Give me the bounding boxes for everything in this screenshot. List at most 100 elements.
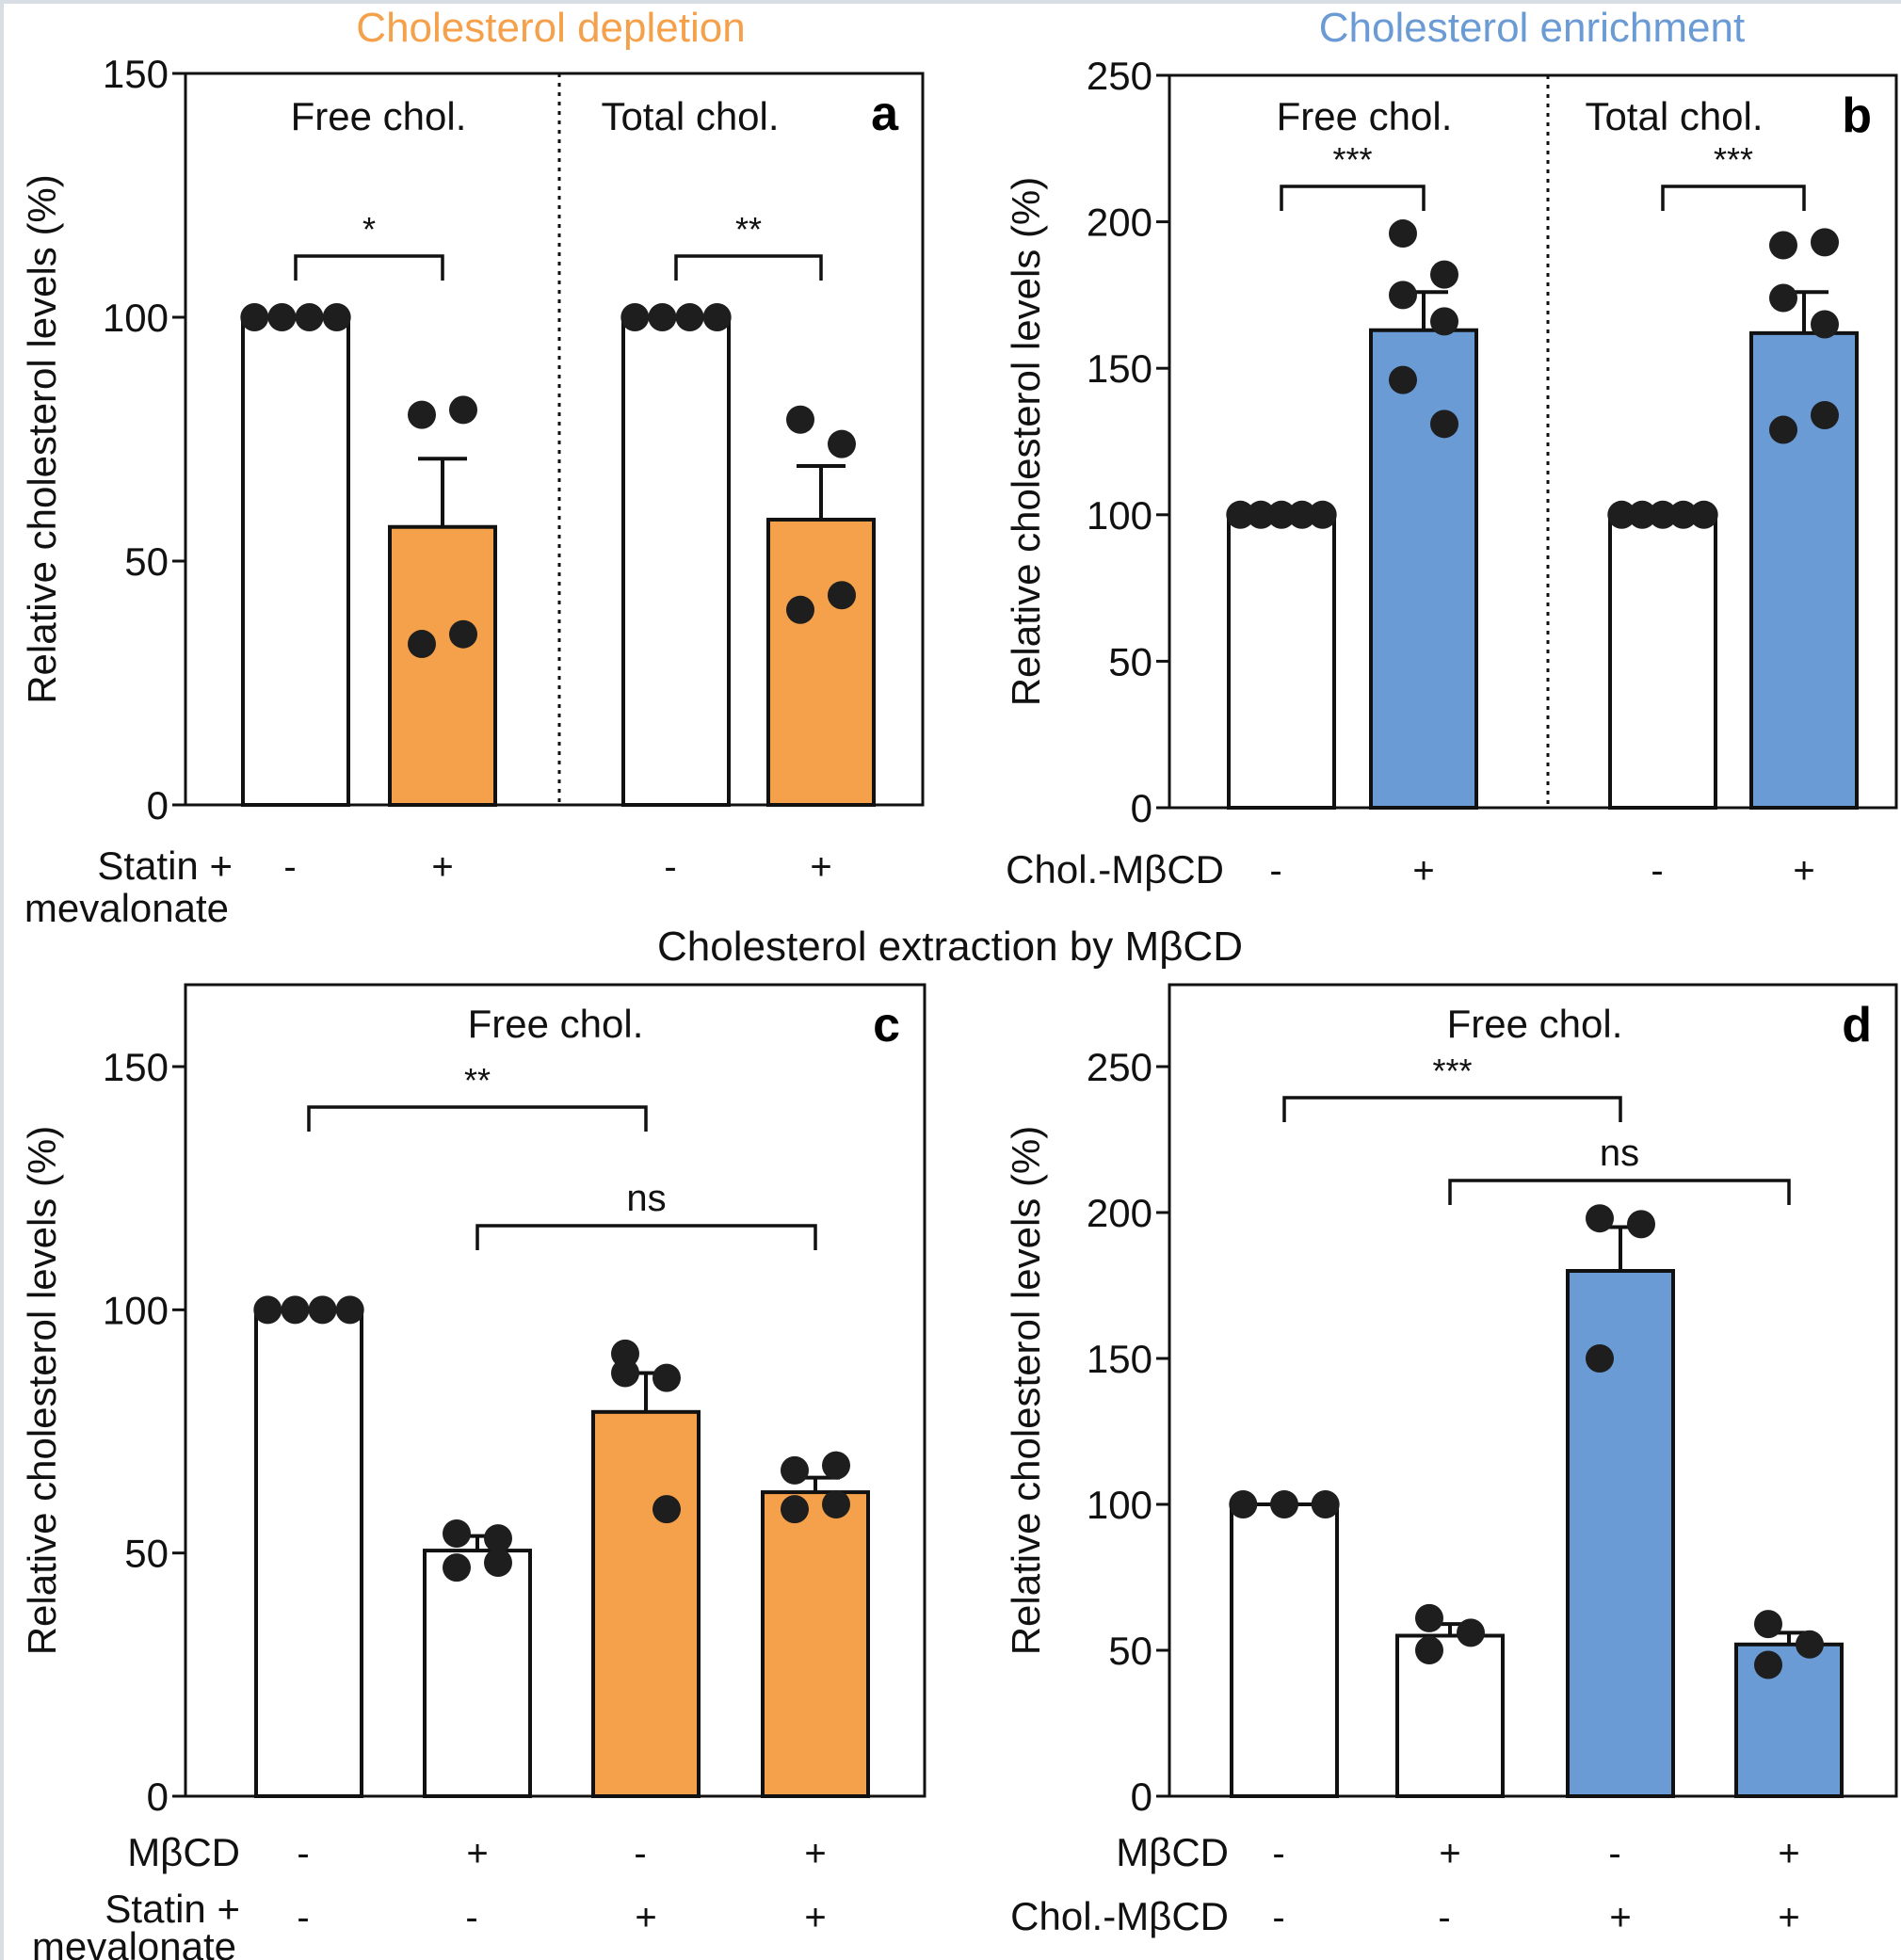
data-point <box>781 1455 809 1485</box>
data-point <box>295 303 324 331</box>
panel-a: 0 50 100 150 Relative cholesterol levels (%)… <box>20 52 925 930</box>
data-point <box>308 1295 337 1325</box>
condition-marker: + <box>1778 1833 1799 1874</box>
data-point <box>1247 500 1276 529</box>
condition-label: Statin + <box>105 1887 240 1931</box>
condition-marker: + <box>635 1897 656 1938</box>
condition-marker: - <box>664 846 676 888</box>
data-point <box>822 1490 850 1518</box>
data-point <box>1457 1618 1485 1647</box>
data-point <box>1689 500 1718 529</box>
data-point <box>1769 283 1797 313</box>
condition-marker: - <box>1269 850 1281 892</box>
y-tick-label: 0 <box>147 1775 169 1819</box>
data-point <box>1607 500 1636 529</box>
data-point <box>443 1519 471 1548</box>
data-point <box>652 1495 681 1524</box>
condition-marker: + <box>431 846 453 888</box>
significance-label: *** <box>1332 140 1372 179</box>
condition-marker: - <box>283 846 296 888</box>
data-point <box>702 303 732 331</box>
data-point <box>781 1495 809 1524</box>
y-axis-label: Relative cholesterol levels (%) <box>1004 1126 1048 1656</box>
data-point <box>1389 281 1417 310</box>
panel-letter: c <box>873 998 900 1052</box>
significance-bracket <box>475 1224 817 1250</box>
y-tick-label: 250 <box>1087 1045 1152 1089</box>
data-point <box>1308 500 1337 529</box>
data-point <box>620 303 650 331</box>
condition-label: Statin + <box>97 843 233 888</box>
significance-bracket <box>1448 1179 1791 1205</box>
condition-label: MβCD <box>1116 1830 1229 1874</box>
y-tick-label: 100 <box>103 296 169 340</box>
data-point <box>675 303 704 331</box>
significance-label: ns <box>626 1178 666 1219</box>
y-tick-label: 150 <box>1087 346 1152 391</box>
data-point <box>1229 1490 1258 1518</box>
panel-letter: a <box>871 87 899 141</box>
condition-marker: + <box>1412 850 1434 892</box>
data-point <box>253 1295 282 1325</box>
data-point <box>1430 307 1458 336</box>
data-point <box>335 1295 364 1325</box>
condition-label: MβCD <box>127 1830 240 1874</box>
panel-letter: b <box>1842 88 1872 143</box>
plot-frame <box>1168 983 1898 1798</box>
section-label: Total chol. <box>1585 94 1763 138</box>
significance-label: ** <box>464 1061 491 1100</box>
y-axis-label: Relative cholesterol levels (%) <box>1004 177 1048 707</box>
bar <box>591 1409 701 1799</box>
data-point <box>408 400 436 429</box>
condition-marker: - <box>1608 1833 1620 1874</box>
data-point <box>449 619 477 649</box>
significance-label: ns <box>1600 1133 1639 1174</box>
y-tick-label: 50 <box>124 539 169 584</box>
header-cholesterol-enrichment: Cholesterol enrichment <box>1319 5 1745 51</box>
y-tick-label: 200 <box>1087 201 1152 245</box>
condition-marker: + <box>804 1833 826 1874</box>
condition-marker: + <box>1439 1833 1460 1874</box>
bar <box>1369 328 1478 810</box>
bar <box>241 315 350 807</box>
data-point <box>1769 231 1797 260</box>
data-point <box>1628 500 1657 529</box>
condition-marker: + <box>810 846 831 888</box>
condition-marker: + <box>466 1833 488 1874</box>
bar <box>761 1490 870 1799</box>
data-point <box>1270 1490 1298 1518</box>
y-tick-label: 0 <box>1131 1775 1152 1819</box>
data-point <box>322 303 351 331</box>
bar <box>1230 1502 1339 1798</box>
plot-frame <box>184 72 925 807</box>
condition-marker: - <box>297 1833 309 1874</box>
significance-bracket <box>294 254 444 281</box>
data-point <box>1586 1344 1614 1373</box>
condition-label: Chol.-MβCD <box>1006 847 1224 892</box>
data-point <box>652 1363 681 1392</box>
section-label: Total chol. <box>601 94 779 138</box>
data-point <box>1415 1603 1443 1632</box>
y-tick-label: 150 <box>103 1045 169 1089</box>
data-point <box>1649 500 1677 529</box>
data-point <box>1415 1636 1443 1664</box>
data-point <box>1811 400 1839 429</box>
data-point <box>1811 228 1839 257</box>
data-point <box>484 1524 512 1553</box>
data-point <box>1389 219 1417 249</box>
condition-marker: + <box>804 1897 826 1938</box>
header-cholesterol-depletion: Cholesterol depletion <box>356 5 745 51</box>
y-tick-label: 50 <box>1108 1629 1152 1673</box>
data-point <box>828 581 856 610</box>
significance-label: ** <box>735 210 762 249</box>
plot-frame <box>184 983 926 1798</box>
data-point <box>1754 1650 1782 1679</box>
y-tick-label: 50 <box>124 1532 169 1576</box>
bar <box>621 315 731 807</box>
bar <box>1749 330 1859 810</box>
condition-label: mevalonate <box>24 886 229 930</box>
condition-marker: - <box>1272 1897 1284 1938</box>
data-point <box>1668 500 1698 529</box>
plot-frame <box>1168 73 1898 810</box>
data-point <box>1796 1630 1824 1659</box>
